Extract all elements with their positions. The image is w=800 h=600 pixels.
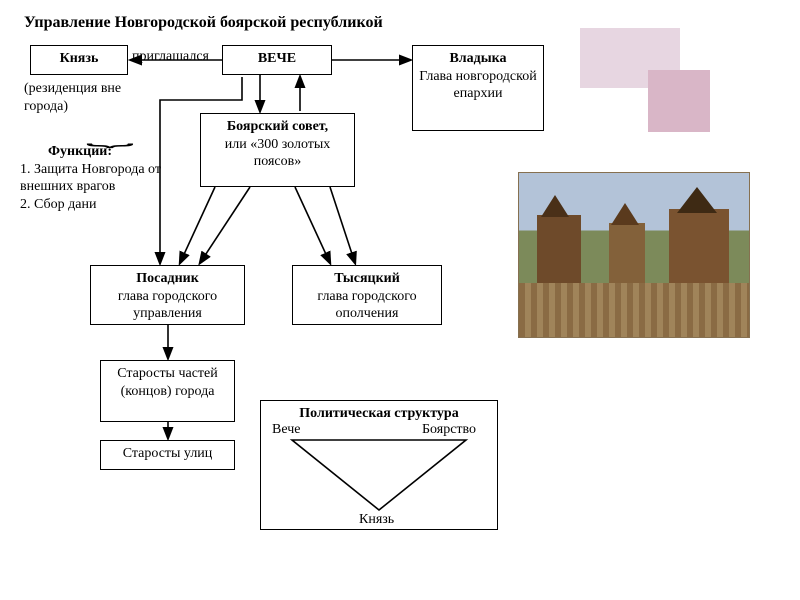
node-veche: ВЕЧЕ [222, 45, 332, 75]
node-knyaz-label: Князь [37, 50, 121, 68]
triangle-label-knyaz: Князь [359, 512, 394, 528]
node-starosty-chastei: Старосты частей (концов) города [100, 360, 235, 422]
node-vladyka-label: Владыка [419, 50, 537, 68]
label-residence: (резиденция вне города) [24, 80, 134, 115]
triangle-label-veche: Вече [272, 422, 300, 438]
node-tysyatsky-label: Тысяцкий [299, 270, 435, 288]
node-posadnik: Посадник глава городского управления [90, 265, 245, 325]
node-knyaz: Князь [30, 45, 128, 75]
brace-icon: ⏟ [0, 131, 470, 141]
node-posadnik-label: Посадник [97, 270, 238, 288]
node-tysyatsky: Тысяцкий глава городского ополчения [292, 265, 442, 325]
node-starosty-ulits-label: Старосты улиц [123, 446, 213, 461]
node-sovet-sub: или «300 золотых поясов» [225, 137, 331, 170]
deco-square-2 [648, 70, 710, 132]
node-political-structure: Политическая структура [260, 400, 498, 530]
function-1: 1. Защита Новгорода от внешних врагов [20, 162, 161, 195]
triangle-label-boyarstvo: Боярство [422, 422, 476, 438]
function-2: 2. Сбор дани [20, 197, 96, 212]
label-functions: ⏟ Функции: 1. Защита Новгорода от внешни… [20, 133, 200, 213]
node-veche-label: ВЕЧЕ [229, 50, 325, 68]
node-tysyatsky-sub: глава городского ополчения [317, 289, 416, 322]
node-starosty-ulits: Старосты улиц [100, 440, 235, 470]
node-sovet: Боярский совет, или «300 золотых поясов» [200, 113, 355, 187]
polit-title: Политическая структура [267, 405, 491, 423]
node-vladyka: Владыка Глава новгородской епархии [412, 45, 544, 131]
node-posadnik-sub: глава городского управления [118, 289, 217, 322]
node-starosty-chastei-label: Старосты частей (концов) города [117, 366, 218, 399]
page-title: Управление Новгородской боярской республ… [24, 14, 383, 32]
illustration-novgorod [518, 172, 750, 338]
label-priglashalsya: приглашался [132, 48, 209, 66]
node-vladyka-sub: Глава новгородской епархии [419, 69, 536, 102]
